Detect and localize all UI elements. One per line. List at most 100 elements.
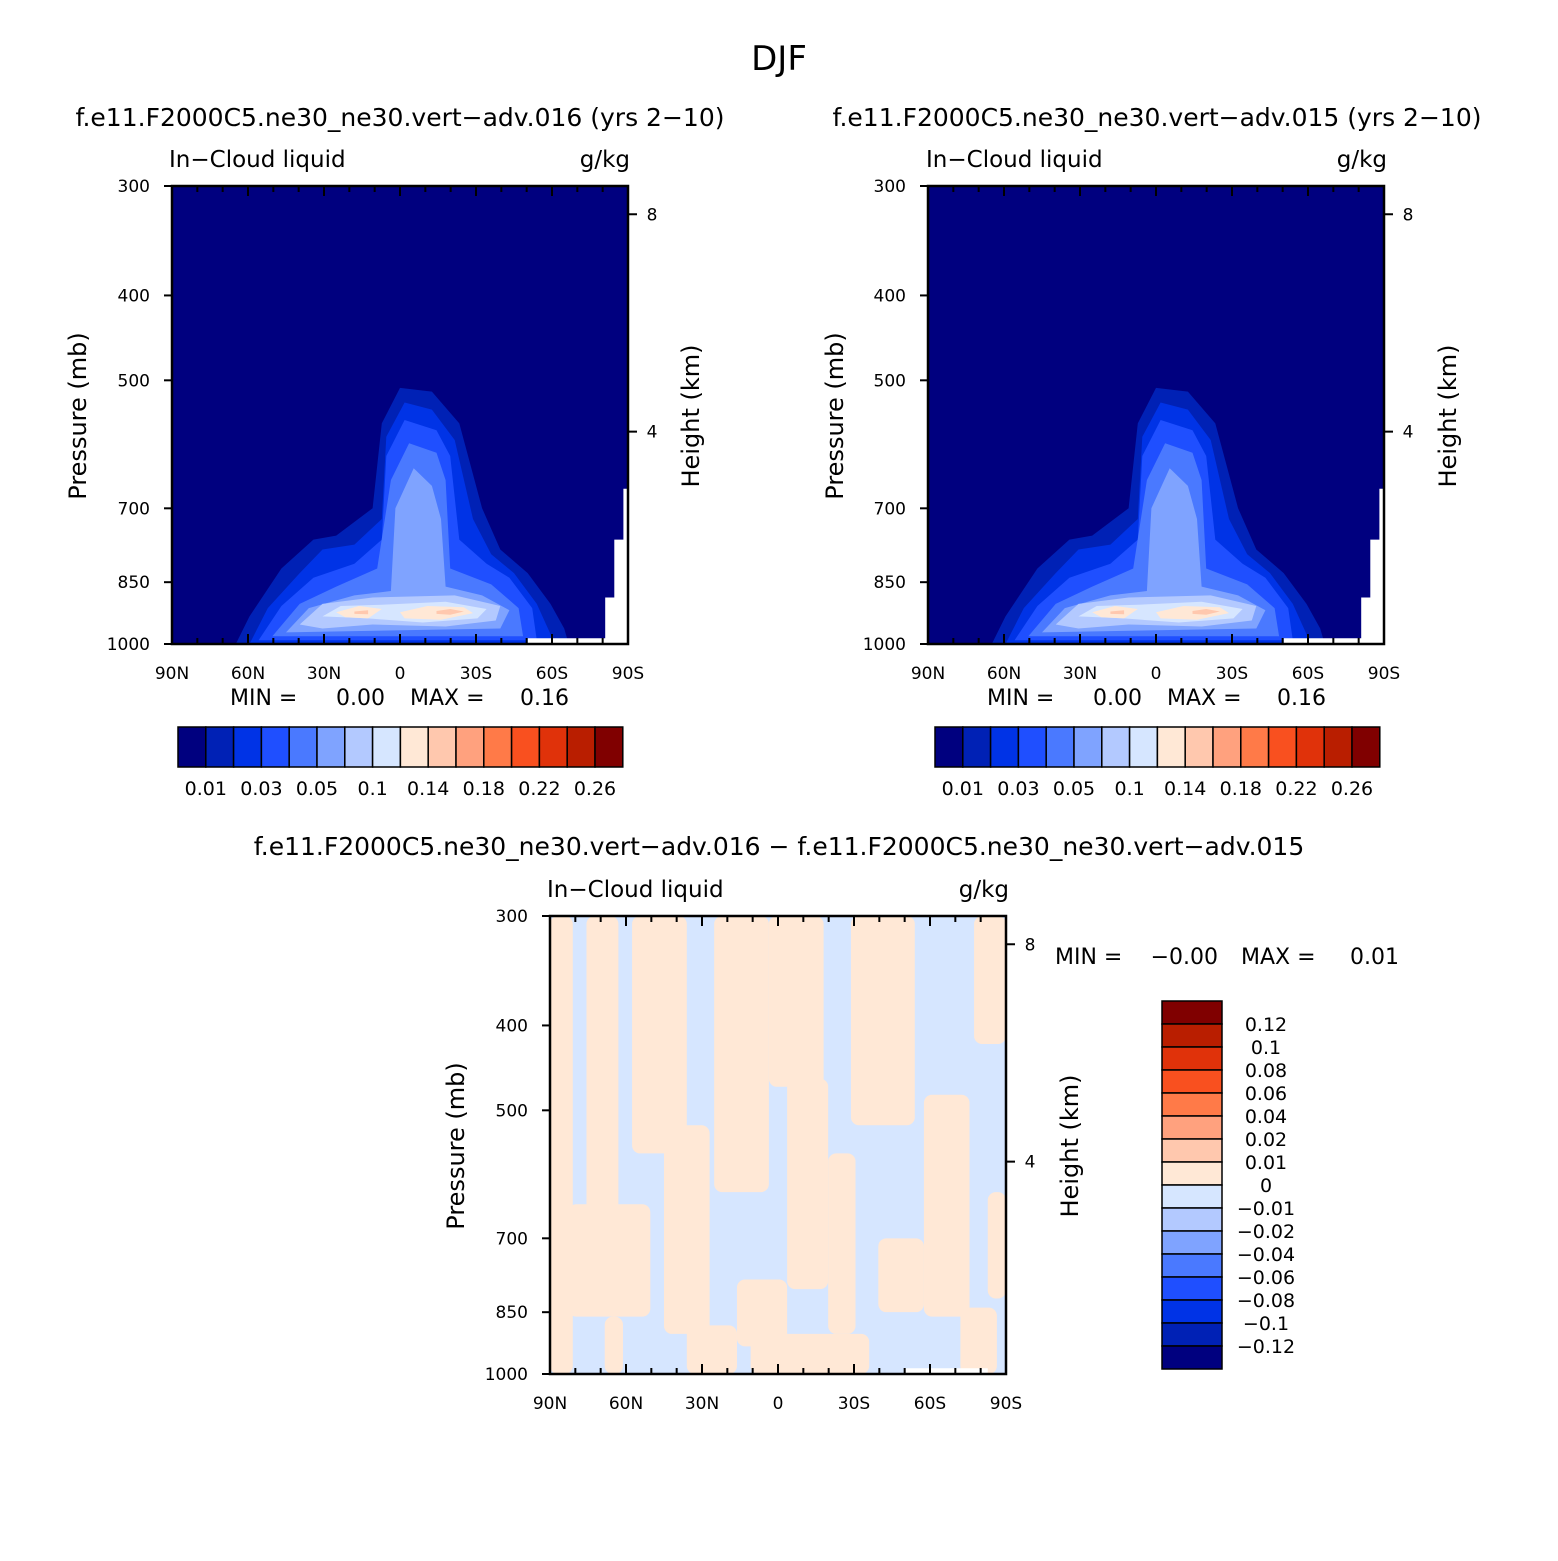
panel-1-x-tick-label: 30S xyxy=(460,664,492,684)
panel-2-colorbar-swatch xyxy=(1295,726,1325,768)
panel-2-colorbar-swatch xyxy=(1240,726,1270,768)
panel-3-max-label: MAX = xyxy=(1241,945,1316,970)
panel-3-positive-region xyxy=(586,916,619,1250)
panel-3-colorbar-swatch xyxy=(1161,1299,1223,1324)
panel-3-y2-tick-label: 4 xyxy=(1025,1153,1036,1173)
panel-3-min-value: −0.00 xyxy=(1151,945,1218,970)
panel-2-axes: 90N 60N 30N 0 30S 60S 90S 300 400 500 700 850 1000 8 4 xyxy=(863,177,1414,684)
panel-1-y-tick-label: 500 xyxy=(118,371,150,391)
panel-2-units-label: g/kg xyxy=(1337,147,1387,173)
panel-1-x-tick-label: 0 xyxy=(395,664,406,684)
panel-1-colorbar-swatch xyxy=(510,726,541,768)
panel-1-colorbar-label: 0.18 xyxy=(463,778,505,800)
panel-3-colorbar-label: −0.04 xyxy=(1237,1244,1295,1266)
panel-1-colorbar-swatch xyxy=(483,726,513,768)
panel-1: f.e11.F2000C5.ne30_ne30.vert−adv.016 (yr… xyxy=(64,103,724,800)
panel-3-colorbar-swatch xyxy=(1161,1023,1223,1048)
panel-2-x-tick-label: 60N xyxy=(987,664,1021,684)
panel-1-min-label: MIN = xyxy=(230,686,297,711)
panel-3-positive-region xyxy=(750,1333,870,1374)
panel-2-x-tick-label: 30S xyxy=(1216,664,1248,684)
panel-1-colorbar-label: 0.26 xyxy=(574,778,616,800)
panel-2-colorbar-swatch xyxy=(1073,726,1103,768)
panel-3-colorbar-swatch xyxy=(1161,1069,1223,1094)
panel-2-colorbar-swatch xyxy=(1128,726,1159,768)
panel-3-colorbar-label: 0 xyxy=(1260,1175,1272,1197)
panel-1-colorbar-label: 0.1 xyxy=(357,778,387,800)
panel-3-x-tick-label: 0 xyxy=(773,1394,784,1414)
panel-3-positive-region xyxy=(550,916,573,1374)
panel-1-colorbar-swatch xyxy=(316,726,346,768)
panel-2-contour-level xyxy=(1042,468,1266,633)
panel-3-colorbar-swatch xyxy=(1161,1184,1223,1209)
panel-3-y-tick-label: 300 xyxy=(496,907,528,927)
panel-1-contour-field xyxy=(172,186,628,644)
panel-3-colorbar-label: 0.04 xyxy=(1245,1106,1287,1128)
panel-3-colorbar-swatch xyxy=(1161,1138,1223,1163)
panel-1-y-tick-label: 400 xyxy=(118,286,150,306)
panel-3-positive-region xyxy=(664,1125,710,1334)
panel-3-positive-region xyxy=(632,916,687,1154)
panel-3-axes: 90N 60N 30N 0 30S 60S 90S 300 400 500 700 850 1000 8 4 xyxy=(485,907,1036,1414)
panel-2-colorbar-swatch xyxy=(1184,726,1214,768)
panel-2-variable-label: In−Cloud liquid xyxy=(926,147,1103,173)
panel-3-x-tick-label: 30S xyxy=(838,1394,870,1414)
panel-3-y-tick-label: 1000 xyxy=(485,1365,528,1385)
panel-3-y-tick-label: 400 xyxy=(496,1016,528,1036)
panel-1-max-label: MAX = xyxy=(410,686,485,711)
figure-title: DJF xyxy=(751,39,807,79)
panel-3-positive-region xyxy=(604,1316,623,1374)
panel-3-x-tick-label: 90S xyxy=(990,1394,1022,1414)
panel-1-contour-level xyxy=(286,468,510,633)
panel-3-difference-field xyxy=(550,916,1006,1374)
panel-2-colorbar-label: 0.18 xyxy=(1220,778,1262,800)
panel-2-y-tick-label: 500 xyxy=(874,371,906,391)
panel-3-colorbar-label: 0.06 xyxy=(1245,1083,1287,1105)
panel-3-colorbar-label: −0.1 xyxy=(1243,1313,1289,1335)
panel-3-y-tick-label: 500 xyxy=(496,1101,528,1121)
panel-2-colorbar-swatch xyxy=(934,726,964,768)
panel-2-colorbar-swatch xyxy=(1267,726,1298,768)
panel-3-ylabel: Pressure (mb) xyxy=(442,1062,470,1229)
panel-2-y2label: Height (km) xyxy=(1434,345,1462,488)
panel-2-y-tick-label: 400 xyxy=(874,286,906,306)
panel-1-contour-level xyxy=(436,609,464,615)
panel-1-y2label: Height (km) xyxy=(677,345,705,488)
panel-3-x-tick-label: 30N xyxy=(685,1394,719,1414)
panel-3-x-tick-label: 60N xyxy=(609,1394,643,1414)
panel-3-colorbar-label: 0.08 xyxy=(1245,1060,1287,1082)
panel-2-contour-level xyxy=(1110,610,1125,615)
panel-2-colorbar-swatch xyxy=(1045,726,1075,768)
panel-2: f.e11.F2000C5.ne30_ne30.vert−adv.015 (yr… xyxy=(821,103,1481,800)
panel-1-axes: 90N 60N 30N 0 30S 60S 90S 300 400 500 700 850 1000 8 4 xyxy=(107,177,658,684)
panel-1-units-label: g/kg xyxy=(580,147,630,173)
panel-2-x-tick-label: 90N xyxy=(911,664,945,684)
panel-3-colorbar-swatch xyxy=(1161,1230,1223,1255)
panel-3-y-tick-label: 700 xyxy=(496,1229,528,1249)
panel-2-x-tick-label: 30N xyxy=(1063,664,1097,684)
panel-2-colorbar-swatch xyxy=(1017,726,1047,768)
panel-1-max-value: 0.16 xyxy=(520,686,569,711)
panel-3-positive-region xyxy=(974,916,1006,1044)
panel-3-positive-region xyxy=(878,1238,924,1313)
panel-3: f.e11.F2000C5.ne30_ne30.vert−adv.016 − f… xyxy=(254,832,1399,1414)
panel-1-x-tick-label: 60N xyxy=(231,664,265,684)
panel-2-colorbar-label: 0.05 xyxy=(1053,778,1095,800)
panel-3-colorbar-swatch xyxy=(1161,1276,1223,1301)
panel-3-positive-region xyxy=(828,1153,856,1334)
panel-1-y2-tick-label: 8 xyxy=(647,205,658,225)
panel-2-colorbar-label: 0.14 xyxy=(1164,778,1206,800)
panel-3-colorbar-label: 0.1 xyxy=(1251,1037,1281,1059)
panel-3-max-value: 0.01 xyxy=(1350,945,1399,970)
panel-3-positive-region xyxy=(736,1279,788,1347)
panel-3-x-tick-label: 60S xyxy=(914,1394,946,1414)
panel-1-colorbar-label: 0.22 xyxy=(518,778,560,800)
panel-3-colorbar-label: 0.12 xyxy=(1245,1014,1287,1036)
panel-2-x-tick-label: 90S xyxy=(1368,664,1400,684)
panel-2-colorbar-swatch xyxy=(1323,726,1353,768)
panel-3-colorbar-swatch xyxy=(1161,1115,1223,1140)
panel-3-positive-region xyxy=(686,1325,737,1374)
panel-1-ylabel: Pressure (mb) xyxy=(64,332,92,499)
panel-1-contour-level xyxy=(354,610,369,615)
panel-2-y2-tick-label: 8 xyxy=(1403,205,1414,225)
